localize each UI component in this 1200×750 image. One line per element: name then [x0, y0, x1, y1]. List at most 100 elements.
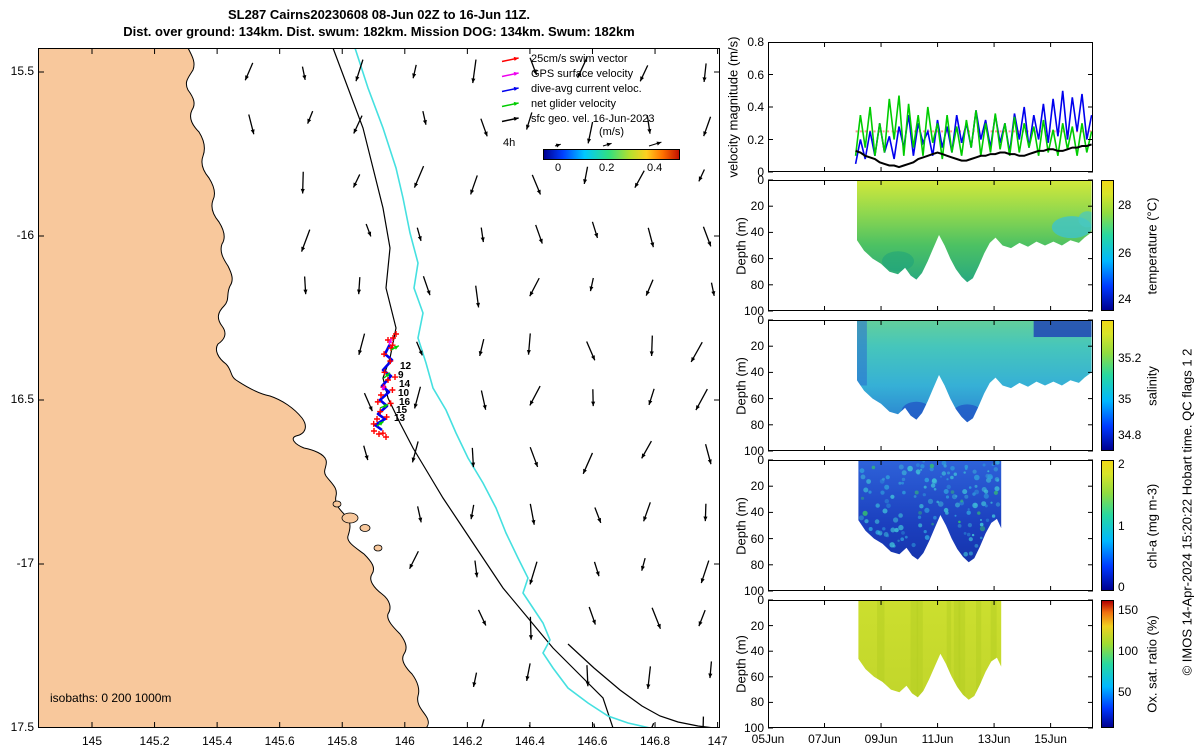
map-x-tick-label: 146.6 — [577, 734, 608, 748]
island — [341, 512, 359, 524]
map-y-tick-label: 17.5 — [10, 720, 34, 734]
map-x-tick-label: 145.6 — [264, 734, 295, 748]
chl-section — [858, 460, 1002, 563]
isobath-200m — [332, 48, 614, 728]
depth-tick-label: 20 — [750, 618, 764, 633]
temperature-depth-axis-label: Depth (m) — [733, 216, 749, 275]
imos-copyright-note: © IMOS 14-Apr-2024 15:20:22 Hobart time.… — [1179, 348, 1195, 676]
track-line — [373, 343, 394, 432]
oxygen-axis-label: Ox. sat. ratio (%) — [1144, 615, 1160, 713]
chl-axis-label: chl-a (mg m-3) — [1144, 483, 1160, 568]
depth-tick-label: 40 — [750, 644, 764, 659]
track-waypoint-label: 10 — [398, 388, 410, 399]
depth-tick-label: 0 — [757, 453, 764, 467]
chl-colorbar-tick: 2 — [1118, 456, 1125, 471]
map-velocity-colorbar — [543, 149, 680, 160]
velocity-ytick-label: 0.6 — [747, 67, 764, 82]
island — [359, 524, 371, 532]
track-waypoint-label: 15 — [396, 405, 408, 416]
track-waypoint-label: 14 — [399, 379, 411, 390]
figure-title: SL287 Cairns20230608 08-Jun 02Z to 16-Ju… — [227, 7, 531, 22]
legend-item: dive-avg current veloc. — [500, 82, 655, 95]
map-x-tick-label: 145 — [81, 734, 103, 748]
chl-depth-axis-label: Depth (m) — [733, 496, 749, 555]
salinity-axis-label: salinity — [1144, 365, 1160, 406]
depth-tick-label: 20 — [750, 339, 764, 354]
island — [332, 500, 342, 508]
map-y-tick-label: 15.5 — [10, 64, 34, 78]
map-x-tick-label: 145.2 — [139, 734, 170, 748]
colorbar-scale-arrows — [554, 141, 662, 148]
salinity-section — [857, 320, 1092, 423]
map-colorbar-tick: 0.4 — [646, 162, 663, 174]
isobaths-note: isobaths: 0 200 1000m — [50, 691, 172, 705]
legend-item-label: sfc geo. vel. 16-Jun-2023 — [531, 112, 655, 125]
legend-arrow-icon — [501, 101, 519, 107]
time-tick-label: 09Jun — [864, 732, 898, 746]
panel-velocity — [768, 42, 1093, 173]
timeseries-plots — [768, 42, 1093, 729]
salinity-colorbar-tick: 35 — [1118, 391, 1132, 406]
depth-tick-label: 20 — [750, 479, 764, 494]
map-x-tick-label: 147 — [707, 734, 728, 748]
oxygen-depth-axis-label: Depth (m) — [733, 635, 749, 693]
depth-tick-label: 40 — [750, 225, 764, 240]
temperature-colorbar-tick: 26 — [1118, 246, 1132, 261]
oxygen-section — [858, 600, 1002, 700]
depth-tick-label: 80 — [750, 417, 764, 432]
depth-tick-label: 80 — [750, 557, 764, 572]
time-tick-label: 07Jun — [808, 732, 841, 746]
legend-arrow-icon — [501, 116, 519, 122]
depth-tick-label: 100 — [743, 584, 764, 598]
map-y-tick-label: 16.5 — [10, 392, 34, 406]
depth-tick-label: 60 — [750, 531, 764, 546]
isobath-segment — [567, 643, 715, 728]
depth-tick-label: 60 — [750, 669, 764, 684]
temperature-colorbar-tick: 24 — [1118, 292, 1132, 307]
oxygen-colorbar — [1101, 600, 1114, 728]
map-y-tick-label: -17 — [16, 556, 34, 570]
track-waypoint-label: 9 — [398, 370, 404, 381]
depth-tick-label: 100 — [743, 304, 764, 318]
velocity-ytick-label: 0.2 — [747, 132, 764, 147]
legend-item: net glider velocity — [500, 97, 655, 110]
map-x-tick-label: 145.8 — [327, 734, 358, 748]
map-x-tick-label: 146.4 — [514, 734, 545, 748]
depth-tick-label: 100 — [743, 444, 764, 458]
legend-arrow-icon — [501, 56, 519, 62]
velocity-ytick-label: 0 — [757, 165, 764, 179]
temperature-colorbar — [1101, 180, 1114, 311]
map-colorbar-tick: 0.2 — [599, 162, 615, 174]
time-tick-label: 05Jun — [751, 732, 785, 746]
depth-tick-label: 0 — [757, 313, 764, 327]
track-waypoint-label: 13 — [394, 413, 406, 424]
oxygen-colorbar-tick: 100 — [1118, 644, 1139, 659]
temperature-colorbar-tick: 28 — [1118, 197, 1132, 212]
legend-item-label: net glider velocity — [531, 97, 616, 110]
depth-tick-label: 80 — [750, 277, 764, 292]
salinity-depth-axis-label: Depth (m) — [733, 356, 749, 415]
legend-arrow-icon — [501, 71, 519, 77]
depth-tick-label: 40 — [750, 505, 764, 520]
map-colorbar-label: (m/s) — [598, 126, 625, 138]
velocity-axis-label: velocity magnitude (m/s) — [725, 36, 741, 178]
land-mass — [38, 48, 429, 728]
figure-subtitle: Dist. over ground: 134km. Dist. swum: 18… — [123, 24, 635, 39]
time-tick-label: 15Jun — [1034, 732, 1067, 746]
map-x-tick-label: 146.8 — [640, 734, 671, 748]
salinity-colorbar-tick: 35.2 — [1118, 350, 1142, 365]
chl-colorbar-tick: 1 — [1118, 518, 1125, 533]
time-tick-label: 11Jun — [921, 732, 954, 746]
map-x-tick-label: 145.4 — [202, 734, 233, 748]
legend-item-label: 25cm/s swim vector — [531, 52, 628, 65]
chl-colorbar-tick: 0 — [1118, 580, 1125, 595]
legend-item: 25cm/s swim vector — [500, 52, 655, 65]
current-vector-field — [244, 56, 716, 728]
island — [373, 544, 383, 552]
temperature-axis-label: temperature (°C) — [1144, 197, 1160, 294]
map-x-tick-label: 146 — [394, 734, 415, 748]
map-y-tick-label: -16 — [16, 228, 34, 242]
depth-tick-label: 80 — [750, 695, 764, 710]
